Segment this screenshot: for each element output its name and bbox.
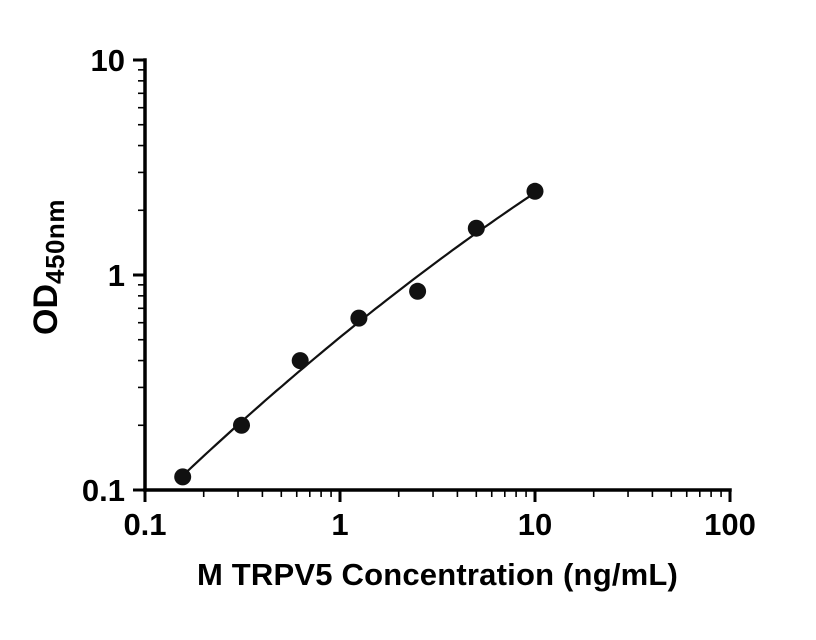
y-axis-title: OD450nm — [27, 199, 71, 335]
data-point — [467, 219, 485, 237]
y-tick-label: 0.1 — [82, 473, 125, 508]
x-axis-title: M TRPV5 Concentration (ng/mL) — [196, 557, 679, 592]
data-point — [526, 182, 544, 200]
standard-curve-fit-line — [181, 191, 536, 477]
y-tick-label: 1 — [108, 258, 125, 293]
data-point — [291, 352, 309, 370]
y-axis-title-main: OD — [27, 283, 65, 335]
y-axis-title-subscript: 450nm — [40, 199, 70, 284]
data-point — [350, 309, 368, 327]
x-tick-label: 0.1 — [123, 507, 166, 542]
data-point — [174, 468, 192, 486]
x-tick-label: 100 — [704, 507, 756, 542]
data-point — [233, 416, 250, 434]
x-tick-label: 10 — [518, 507, 552, 542]
data-point — [409, 282, 427, 300]
y-tick-label: 10 — [91, 43, 125, 78]
x-tick-label: 1 — [331, 507, 348, 542]
